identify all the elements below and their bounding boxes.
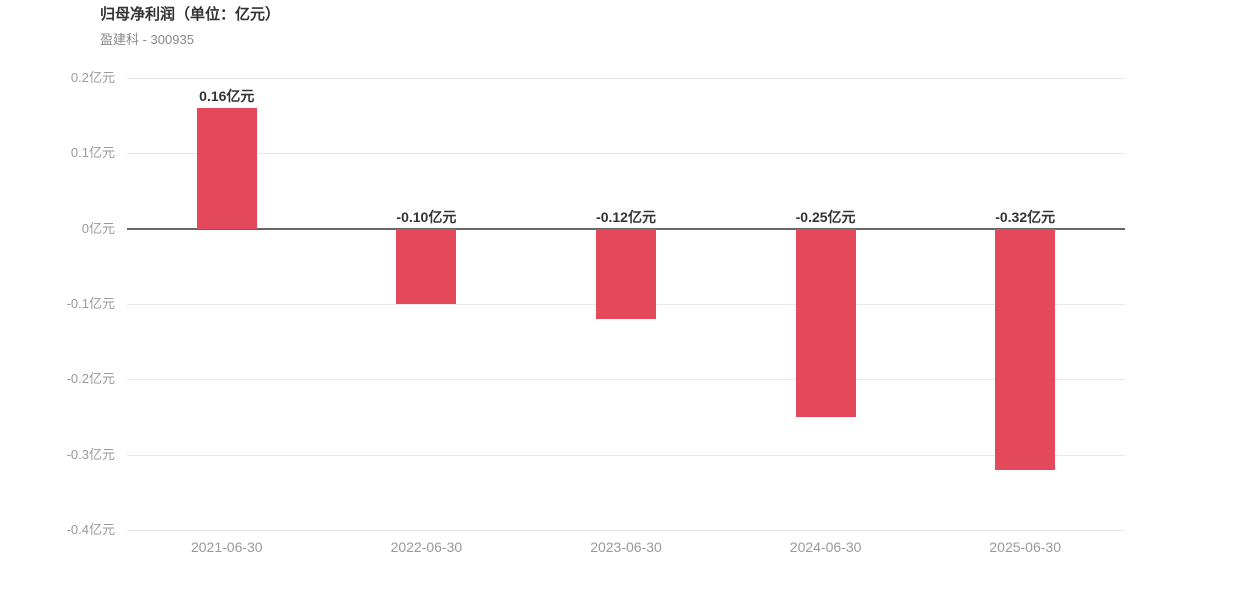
x-axis-tick-label: 2024-06-30: [789, 539, 862, 555]
bar-2025-06-30: [995, 228, 1056, 470]
y-axis-tick-label: -0.1亿元: [66, 296, 115, 311]
bar-value-label: -0.32亿元: [995, 208, 1056, 225]
x-axis-tick-label: 2022-06-30: [390, 539, 463, 555]
gridline: [127, 530, 1125, 531]
bar-value-label: -0.25亿元: [795, 208, 856, 225]
x-axis-tick-label: 2025-06-30: [989, 539, 1061, 555]
bar-value-label: 0.16亿元: [199, 88, 255, 105]
gridline: [127, 153, 1125, 155]
bar-value-label: -0.12亿元: [596, 208, 656, 225]
y-axis-tick-label: 0亿元: [81, 220, 115, 236]
bar-2024-06-30: [795, 228, 856, 417]
chart-header: 归母净利润（单位：亿元） 盈建科 - 300935: [100, 4, 280, 49]
chart-title: 归母净利润（单位：亿元）: [100, 6, 281, 23]
x-axis-tick-label: 2023-06-30: [590, 539, 662, 555]
plot-area: 0.2亿元 0.1亿元 0亿元 -0.1亿元 -0.2亿元 -0.3亿元 -0.4亿元 0.1…: [67, 70, 1125, 555]
chart-subtitle: 盈建科 - 300935: [100, 32, 194, 47]
bar-2022-06-30: [396, 228, 457, 304]
gridline: [127, 454, 1125, 456]
y-axis-tick-label: -0.2亿元: [66, 371, 115, 387]
gridline: [127, 379, 1125, 381]
gridline: [127, 78, 1125, 79]
x-axis-tick-label: 2021-06-30: [190, 539, 263, 555]
bar-2021-06-30: [196, 108, 257, 229]
y-axis-tick-label: 0.2亿元: [70, 70, 115, 85]
bar-value-label: -0.10亿元: [396, 208, 457, 225]
y-axis-tick-label: 0.1亿元: [70, 145, 115, 161]
y-axis-tick-label: -0.4亿元: [66, 522, 115, 537]
bar-2023-06-30: [596, 228, 656, 320]
y-axis-tick-label: -0.3亿元: [66, 446, 115, 462]
